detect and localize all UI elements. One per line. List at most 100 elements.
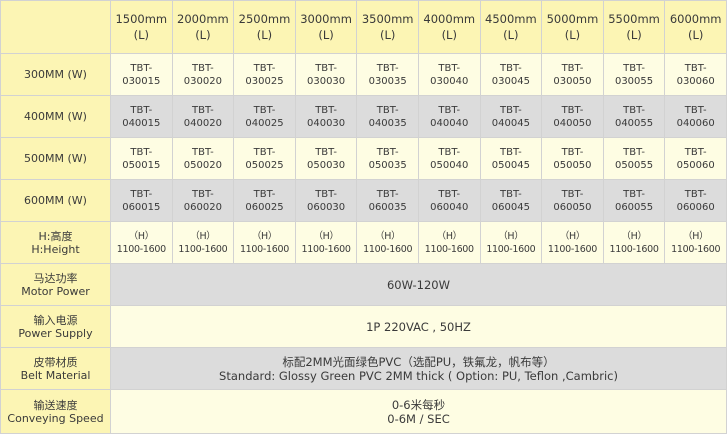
model-code-cell: TBT- 060035 [356, 179, 419, 222]
height-cell: （H） 1100-1600 [541, 221, 604, 264]
spec-label-en: Conveying Speed [7, 411, 104, 425]
length-unit: (L) [564, 28, 581, 42]
header-row: 1500mm (L) 2000mm (L) 2500mm (L) 3000mm (L) 3500… [0, 0, 727, 54]
model-code: 040035 [368, 117, 407, 129]
width-row: 400MM (W) TBT- 040015 TBT- 040020 TBT- 040025 T… [0, 95, 727, 138]
model-prefix: TBT- [623, 104, 645, 116]
model-prefix: TBT- [130, 62, 153, 74]
model-prefix: TBT- [315, 62, 337, 74]
spec-value-line2: 0-6M / SEC [387, 411, 450, 426]
length-size: 4500mm [485, 12, 537, 26]
model-code: 040045 [491, 117, 530, 129]
spec-value: 0-6米每秒 0-6M / SEC [110, 389, 727, 434]
height-label-cn: H:高度 [38, 229, 73, 243]
model-code: 040055 [614, 117, 654, 129]
model-code-cell: TBT- 060055 [602, 179, 666, 222]
width-row: 600MM (W) TBT- 060015 TBT- 060020 TBT- 060025 T… [0, 179, 727, 222]
model-code-cell: TBT- 040040 [417, 95, 481, 138]
model-code: 030060 [676, 75, 715, 87]
model-prefix: TBT- [438, 188, 461, 200]
model-code-cell: TBT- 030035 [356, 53, 419, 96]
model-code-cell: TBT- 030030 [294, 53, 358, 96]
model-code-cell: TBT- 030060 [664, 53, 727, 96]
width-row: 300MM (W) TBT- 030015 TBT- 030020 TBT- 030025 T… [0, 53, 727, 96]
model-code: 040030 [306, 117, 346, 129]
model-code: 060030 [306, 201, 346, 213]
model-prefix: TBT- [561, 188, 584, 200]
height-range: 1100-1600 [424, 243, 474, 255]
model-code-cell: TBT- 050025 [233, 137, 296, 180]
model-code: 060025 [245, 201, 284, 213]
model-code: 050025 [245, 159, 284, 171]
model-prefix: TBT- [253, 62, 276, 74]
width-label: 300MM (W) [0, 53, 111, 96]
spec-label-en: Belt Material [20, 368, 91, 382]
model-code: 060020 [183, 201, 222, 213]
spec-label-cn: 马达功率 [33, 271, 78, 285]
height-unit: （H） [436, 230, 463, 242]
spec-label: 皮带材质 Belt Material [0, 347, 111, 390]
height-row: H:高度 H:Height （H） 1100-1600 （H） 1100-1600 （H） 1… [0, 221, 727, 264]
spec-label: 输送速度 Conveying Speed [0, 389, 111, 434]
model-code: 060050 [553, 201, 592, 213]
height-range: 1100-1600 [671, 243, 721, 255]
height-range: 1100-1600 [486, 243, 536, 255]
model-code-cell: TBT- 030045 [479, 53, 543, 96]
model-code: 050055 [614, 159, 654, 171]
model-code: 060015 [122, 201, 161, 213]
height-unit: （H） [375, 230, 401, 242]
height-cell: （H） 1100-1600 [664, 221, 727, 264]
model-code-cell: TBT- 040020 [171, 95, 235, 138]
model-code: 050040 [430, 159, 469, 171]
length-size: 5000mm [546, 12, 599, 26]
model-code-cell: TBT- 060025 [233, 179, 296, 222]
height-range: 1100-1600 [178, 243, 228, 255]
model-code: 040015 [122, 117, 161, 129]
spec-row: 马达功率 Motor Power 60W-120W [0, 263, 727, 306]
length-header: 1500mm (L) [110, 0, 173, 54]
model-prefix: TBT- [499, 104, 522, 116]
model-code-cell: TBT- 050030 [294, 137, 358, 180]
width-label-text: 300MM (W) [24, 68, 87, 81]
model-prefix: TBT- [315, 146, 337, 158]
model-code: 040040 [430, 117, 469, 129]
model-code-cell: TBT- 040030 [294, 95, 358, 138]
height-unit: （H） [559, 230, 586, 242]
model-prefix: TBT- [253, 188, 276, 200]
height-range: 1100-1600 [239, 243, 290, 255]
height-range: 1100-1600 [547, 243, 597, 255]
model-prefix: TBT- [561, 62, 584, 74]
model-code: 030055 [614, 75, 654, 87]
model-code: 050035 [368, 159, 407, 171]
model-code-cell: TBT- 040050 [541, 95, 604, 138]
spec-label: 马达功率 Motor Power [0, 263, 111, 306]
spec-value: 1P 220VAC , 50HZ [110, 305, 727, 348]
model-code-cell: TBT- 060030 [294, 179, 358, 222]
model-prefix: TBT- [315, 188, 337, 200]
model-prefix: TBT- [499, 188, 522, 200]
model-code: 060060 [676, 201, 715, 213]
height-unit: （H） [190, 230, 216, 242]
model-prefix: TBT- [253, 104, 276, 116]
model-code: 030015 [122, 75, 161, 87]
model-code: 050045 [491, 159, 530, 171]
model-prefix: TBT- [561, 146, 584, 158]
length-unit: (L) [441, 28, 457, 42]
model-code: 040050 [553, 117, 592, 129]
model-code-cell: TBT- 040045 [479, 95, 543, 138]
length-size: 2000mm [177, 12, 229, 26]
length-unit: (L) [503, 28, 519, 42]
model-code: 030035 [368, 75, 407, 87]
model-prefix: TBT- [684, 188, 707, 200]
height-cell: （H） 1100-1600 [294, 221, 358, 264]
model-prefix: TBT- [623, 146, 645, 158]
length-header: 6000mm (L) [664, 0, 727, 54]
spec-label: 输入电源 Power Supply [0, 305, 111, 348]
corner-cell [0, 0, 111, 54]
model-prefix: TBT- [130, 104, 153, 116]
height-unit: （H） [621, 230, 647, 242]
length-unit: (L) [318, 28, 334, 42]
model-prefix: TBT- [623, 62, 645, 74]
model-code: 050050 [553, 159, 592, 171]
model-code-cell: TBT- 050055 [602, 137, 666, 180]
